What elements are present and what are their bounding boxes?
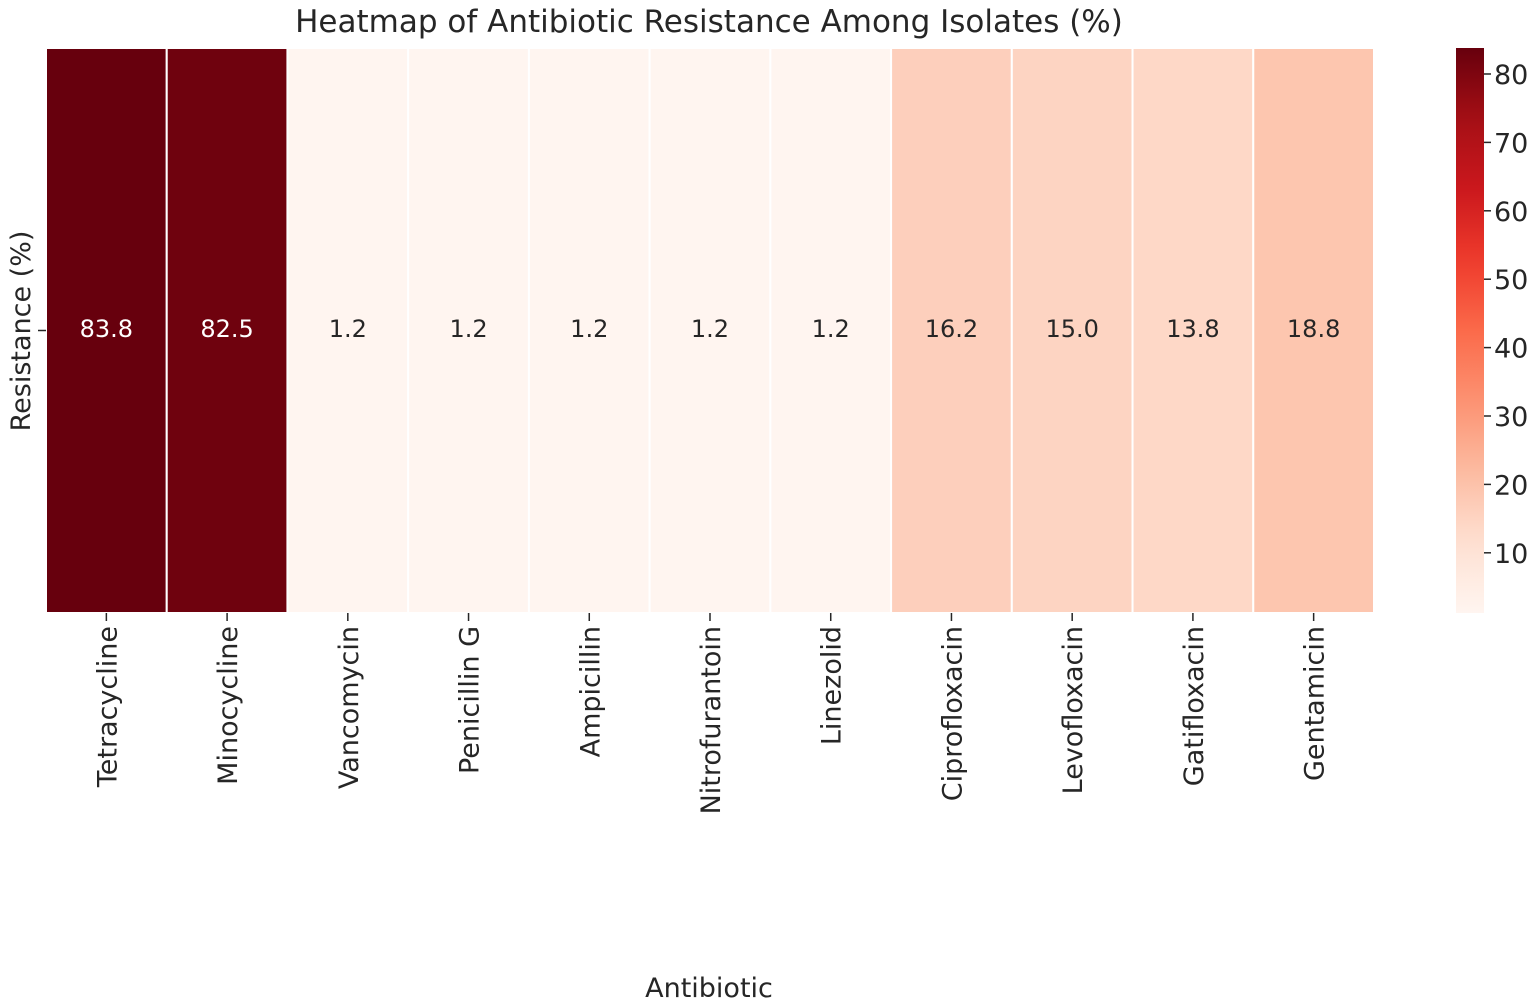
- x-tick-label: Ciprofloxacin: [937, 626, 968, 801]
- x-tick-label: Levofloxacin: [1058, 626, 1089, 794]
- cell-value-label: 82.5: [200, 315, 253, 343]
- heatmap-cell: [165, 47, 289, 614]
- colorbar-gradient: [1456, 48, 1484, 613]
- colorbar-tick-label: 20: [1494, 470, 1528, 501]
- x-tick-label: Minocycline: [213, 626, 244, 785]
- heatmap-cell: [286, 47, 410, 614]
- heatmap-cell: [1252, 47, 1375, 614]
- y-axis-label: Resistance (%): [6, 231, 37, 432]
- cell-value-label: 13.8: [1166, 315, 1219, 343]
- colorbar-tick-label: 80: [1494, 60, 1528, 91]
- cell-value-label: 18.8: [1287, 315, 1340, 343]
- chart-title: Heatmap of Antibiotic Resistance Among I…: [295, 4, 1123, 40]
- cell-value-label: 1.2: [329, 315, 367, 343]
- x-tick-label: Tetracycline: [92, 626, 123, 788]
- colorbar-tick-label: 40: [1494, 334, 1528, 365]
- cell-value-label: 1.2: [812, 315, 850, 343]
- cell-value-label: 1.2: [691, 315, 729, 343]
- x-tick-label: Penicillin G: [455, 626, 486, 774]
- heatmap-cell: [407, 47, 530, 614]
- x-tick-label: Gatifloxacin: [1179, 626, 1210, 786]
- colorbar-tick-label: 70: [1494, 128, 1528, 159]
- x-tick-label: Linezolid: [817, 626, 848, 745]
- colorbar-tick-label: 10: [1494, 539, 1528, 570]
- cell-value-label: 16.2: [925, 315, 978, 343]
- heatmap-cell: [890, 47, 1013, 614]
- heatmap-cell: [648, 47, 772, 614]
- cell-value-label: 1.2: [570, 315, 608, 343]
- colorbar-tick-label: 30: [1494, 402, 1528, 433]
- heatmap-cell: [1131, 47, 1255, 614]
- x-tick-label: Ampicillin: [575, 626, 606, 757]
- cell-value-label: 1.2: [449, 315, 487, 343]
- x-tick-label: Nitrofurantoin: [696, 626, 727, 814]
- x-tick-label: Vancomycin: [334, 626, 365, 789]
- cell-value-label: 15.0: [1045, 315, 1098, 343]
- heatmap-cell: [527, 47, 651, 614]
- heatmap-cell: [45, 47, 168, 614]
- heatmap-cells: 83.8 82.5 1.2 1.2 1.2 1.2 1.2 16.2 15.0 13.8 18.8: [45, 47, 1375, 614]
- colorbar-tick-label: 60: [1494, 197, 1528, 228]
- colorbar: 10 20 30 40 50 60 70 80: [1456, 48, 1528, 613]
- colorbar-tick-label: 50: [1494, 265, 1528, 296]
- x-tick-label: Gentamicin: [1300, 626, 1331, 781]
- cell-value-label: 83.8: [80, 315, 133, 343]
- x-axis-ticks: Tetracycline Minocycline Vancomycin Penicil…: [92, 613, 1331, 814]
- x-axis-label: Antibiotic: [645, 973, 773, 1004]
